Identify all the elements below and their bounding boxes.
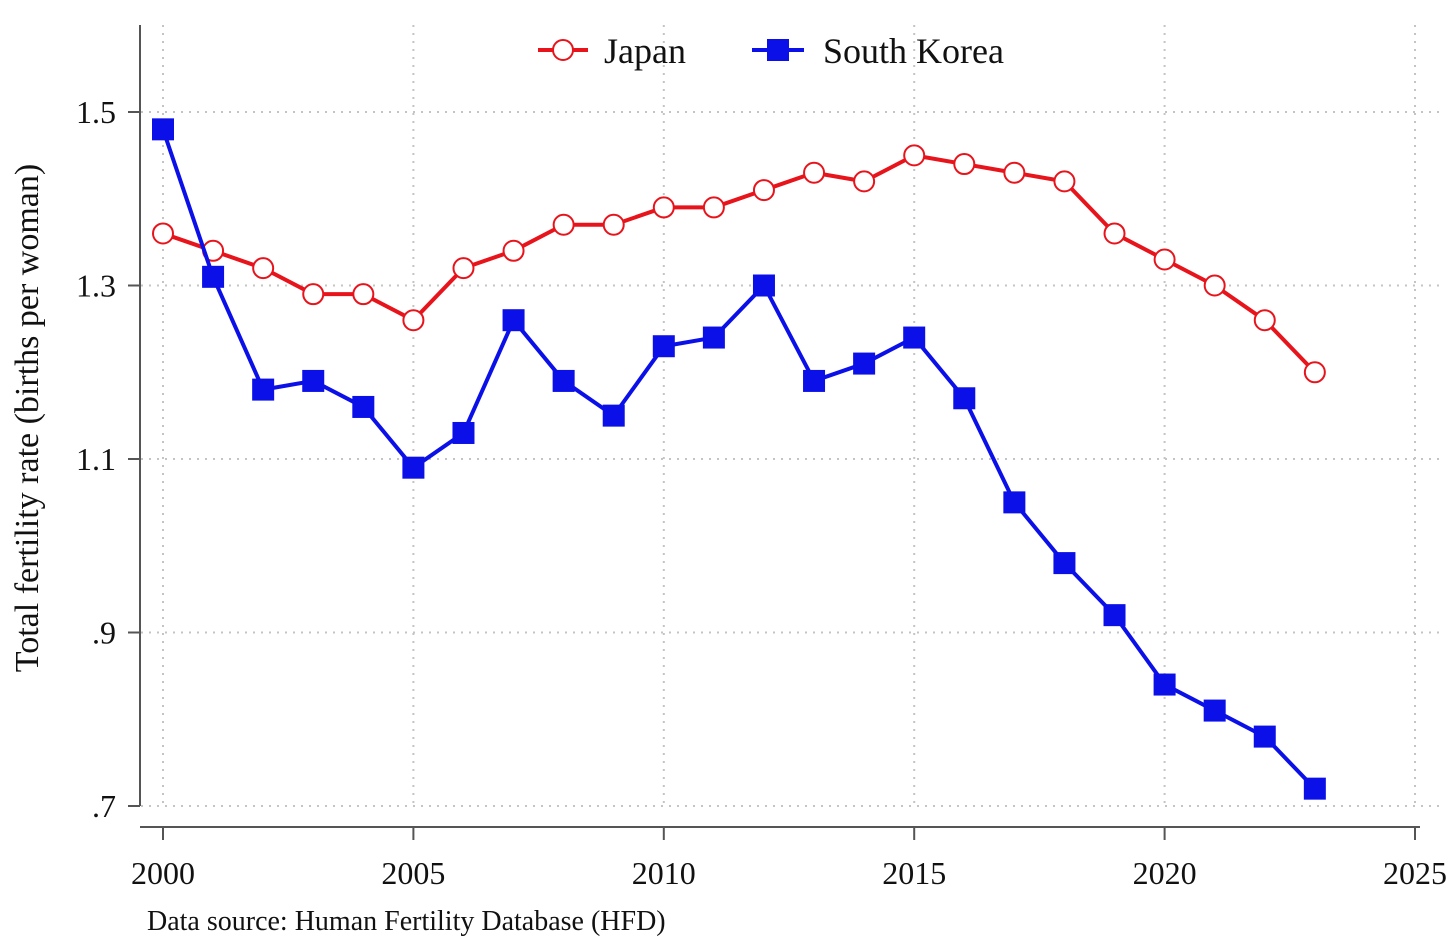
legend-item-japan: Japan (538, 31, 686, 71)
data-point-south-korea (652, 335, 675, 358)
data-point-japan (803, 161, 826, 184)
data-point-south-korea (352, 395, 375, 418)
data-point-japan (402, 309, 425, 332)
data-point-japan (953, 153, 976, 176)
data-point-japan (1003, 161, 1026, 184)
data-point-south-korea (402, 456, 425, 479)
data-point-japan (1303, 361, 1326, 384)
data-point-south-korea (1003, 491, 1026, 514)
y-axis-title: Total fertility rate (births per woman) (9, 164, 46, 672)
data-point-south-korea (502, 309, 525, 332)
x-tick-label: 2025 (1383, 855, 1447, 891)
data-point-south-korea (702, 326, 725, 349)
grid-lines (141, 25, 1440, 807)
data-point-japan (252, 257, 275, 280)
data-point-south-korea (452, 421, 475, 444)
data-point-japan (1103, 222, 1126, 245)
legend-marker-japan (552, 39, 574, 61)
data-point-japan (1253, 309, 1276, 332)
data-point-south-korea (903, 326, 926, 349)
axes (139, 25, 1420, 828)
y-tick-label: 1.1 (76, 441, 116, 477)
x-tick-label: 2000 (131, 855, 195, 891)
data-point-south-korea (1153, 673, 1176, 696)
y-tick-label: .7 (92, 788, 116, 824)
data-point-south-korea (1303, 777, 1326, 800)
data-point-south-korea (803, 369, 826, 392)
data-point-south-korea (602, 404, 625, 427)
data-point-south-korea (252, 378, 275, 401)
data-point-south-korea (152, 118, 174, 141)
x-tick-label: 2010 (632, 855, 696, 891)
y-tick-label: 1.5 (76, 94, 116, 130)
y-tick-label: 1.3 (76, 268, 116, 304)
series-south-korea (152, 118, 1326, 800)
y-tick-label: .9 (92, 615, 116, 651)
data-point-japan (302, 283, 325, 306)
data-point-japan (1203, 274, 1226, 297)
data-point-south-korea (302, 369, 325, 392)
data-point-japan (702, 196, 725, 219)
data-point-japan (152, 222, 174, 245)
legend: Japan South Korea (538, 31, 1004, 71)
legend-label-south-korea: South Korea (823, 31, 1004, 71)
data-point-south-korea (752, 274, 775, 297)
data-point-japan (552, 213, 575, 236)
data-point-south-korea (953, 387, 976, 410)
data-point-south-korea (853, 352, 876, 375)
data-point-japan (652, 196, 675, 219)
series-layer (152, 118, 1326, 800)
legend-item-south-korea: South Korea (752, 31, 1004, 71)
series-line-japan (162, 153, 1317, 374)
y-axis-ticks: .7 .9 1.1 1.3 1.5 (76, 94, 140, 824)
data-point-south-korea (1053, 552, 1076, 575)
data-point-japan (452, 257, 475, 280)
data-point-japan (502, 239, 525, 262)
data-point-japan (602, 213, 625, 236)
legend-label-japan: Japan (604, 31, 686, 71)
data-point-south-korea (1203, 699, 1226, 722)
data-point-japan (1053, 170, 1076, 193)
data-point-japan (1153, 248, 1176, 271)
data-point-japan (903, 144, 926, 167)
series-japan (152, 144, 1326, 384)
data-point-south-korea (1253, 725, 1276, 748)
legend-marker-south-korea (767, 39, 789, 61)
data-point-japan (752, 179, 775, 202)
data-point-japan (853, 170, 876, 193)
data-point-south-korea (202, 265, 225, 288)
x-axis-ticks: 2000 2005 2010 2015 2020 2025 (131, 827, 1447, 891)
data-point-south-korea (552, 369, 575, 392)
data-source-note: Data source: Human Fertility Database (H… (147, 906, 666, 937)
data-point-japan (352, 283, 375, 306)
data-point-south-korea (1103, 604, 1126, 627)
x-tick-label: 2005 (381, 855, 445, 891)
x-tick-label: 2015 (882, 855, 946, 891)
x-tick-label: 2020 (1133, 855, 1197, 891)
